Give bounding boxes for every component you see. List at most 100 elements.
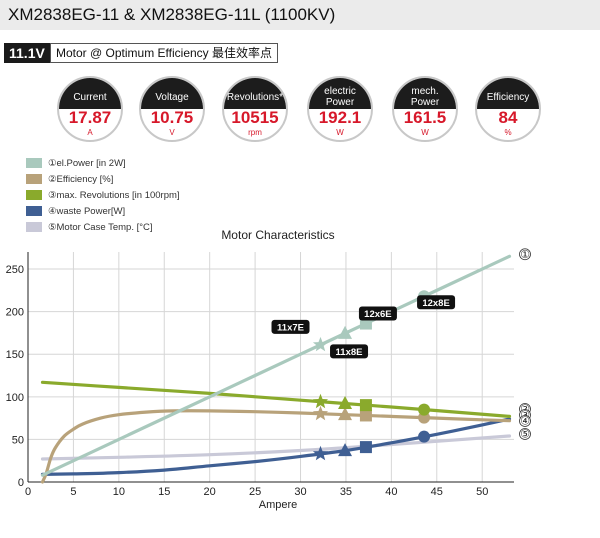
x-tick-label: 35 (340, 486, 352, 498)
legend-item: ②Efficiency [%] (26, 171, 180, 187)
propeller-label: 11x7E (277, 322, 304, 333)
gauge-unit: V (169, 128, 175, 137)
legend-swatch (26, 190, 42, 200)
voltage-badge: 11.1V (4, 43, 50, 63)
y-tick-label: 200 (6, 307, 24, 319)
legend-item: ③max. Revolutions [in 100rpm] (26, 187, 180, 203)
x-tick-label: 5 (70, 486, 76, 498)
x-axis-label: Ampere (259, 499, 298, 511)
series-end-label-ring (519, 428, 531, 440)
series-line-5 (40, 434, 512, 461)
legend: ①el.Power [in 2W] ②Efficiency [%] ③max. Re… (26, 155, 180, 235)
x-tick-label: 0 (25, 486, 31, 498)
y-tick-label: 50 (12, 434, 24, 446)
gauge-unit: rpm (248, 128, 262, 137)
propeller-label: 12x8E (422, 298, 449, 309)
legend-swatch (26, 158, 42, 168)
x-tick-label: 10 (113, 486, 125, 498)
y-tick-label: 150 (6, 349, 24, 361)
series-line-1 (40, 254, 512, 477)
x-tick-label: 20 (204, 486, 216, 498)
marker-star-series-1 (312, 336, 329, 352)
y-tick-label: 250 (6, 264, 24, 276)
gauge-value: 192.1 (318, 108, 362, 127)
marker-circle-series-3 (418, 403, 431, 416)
x-tick-label: 45 (431, 486, 443, 498)
gauge-voltage: Voltage 10.75 V (139, 76, 205, 142)
propeller-label-box (330, 344, 369, 359)
propeller-label: 12x6E (364, 309, 391, 320)
legend-item: ①el.Power [in 2W] (26, 155, 180, 171)
operating-mode-label: Motor @ Optimum Efficiency 最佳效率点 (50, 43, 279, 63)
marker-star-series-2 (312, 405, 329, 421)
propeller-label: 11x8E (336, 347, 363, 358)
gauge-label: Voltage (155, 92, 189, 103)
gauge-value: 10515 (231, 108, 279, 127)
x-tick-label: 15 (158, 486, 170, 498)
gauge-current: Current 17.87 A (57, 76, 123, 142)
y-tick-label: 0 (18, 477, 24, 489)
legend-label: ②Efficiency [%] (48, 173, 114, 185)
marker-triangle-series-2 (338, 407, 353, 421)
gauge-value: 161.5 (403, 108, 447, 127)
gauge-value: 84 (498, 108, 518, 127)
propeller-label-box (417, 295, 456, 310)
gauge-value: 17.87 (68, 108, 112, 127)
legend-label: ④waste Power[W] (48, 205, 126, 217)
motor-characteristics-chart: 0 5 10 15 20 25 30 35 40 45 50 0 50 100 150 200 250 Motor… (6, 228, 531, 511)
gauge-label: electric Power (324, 86, 356, 108)
legend-item: ⑤Motor Case Temp. [°C] (26, 219, 180, 235)
legend-swatch (26, 206, 42, 216)
title-bar: XM2838EG-11 & XM2838EG-11L (1100KV) (0, 0, 600, 30)
series-line-4 (40, 417, 512, 476)
marker-star-series-3 (312, 393, 329, 409)
marker-star-series-4 (312, 445, 329, 461)
gauge-header (141, 78, 203, 109)
x-tick-label: 40 (385, 486, 397, 498)
marker-triangle-series-1 (338, 325, 353, 339)
marker-triangle-series-4 (338, 443, 353, 457)
marker-square-series-2 (359, 409, 372, 422)
gauge-unit: A (87, 128, 93, 137)
series-line-2 (40, 409, 512, 484)
legend-item: ④waste Power[W] (26, 203, 180, 219)
gauge-mech-power: mech. Power 161.5 W (392, 76, 458, 142)
gauge-efficiency: Efficiency 84% (475, 76, 541, 142)
marker-triangle-series-3 (338, 396, 353, 410)
gauge-electric-power: electric Power 192.1 W (307, 76, 373, 142)
gauge-header (309, 78, 371, 109)
legend-swatch (26, 222, 42, 232)
gauge-label: Current (73, 92, 107, 103)
x-tick-label: 30 (294, 486, 306, 498)
legend-label: ①el.Power [in 2W] (48, 157, 126, 169)
gauge-unit: W (421, 128, 429, 137)
gauge-unit: % (504, 128, 512, 137)
series-line-3 (40, 380, 512, 418)
gauge-label: Efficiency (486, 92, 530, 103)
gauge-value: 10.75 (150, 108, 194, 127)
propeller-label-box (271, 319, 310, 334)
legend-label: ⑤Motor Case Temp. [°C] (48, 221, 153, 233)
gauge-revolutions: Revolutions* 10515 rpm (222, 76, 288, 142)
y-tick-label: 100 (6, 392, 24, 404)
series-end-label: ③ (520, 409, 530, 422)
series-end-label: ② (520, 403, 530, 416)
gauge-label: mech. Power (410, 86, 440, 108)
legend-label: ③max. Revolutions [in 100rpm] (48, 189, 180, 201)
marker-square-series-3 (359, 399, 372, 412)
gauge-unit: W (336, 128, 344, 137)
series-end-label-ring (519, 415, 531, 427)
gauge-header (59, 78, 121, 109)
marker-square-series-4 (359, 441, 372, 454)
series-end-label: ④ (520, 415, 530, 428)
propeller-label-box (358, 306, 397, 321)
legend-swatch (26, 174, 42, 184)
series-end-label: ① (520, 248, 530, 261)
chart-title: Motor Characteristics (221, 228, 334, 242)
marker-circle-series-4 (418, 430, 431, 443)
gauge-label: Revolutions* (226, 92, 284, 103)
series-end-label-ring (519, 248, 531, 261)
model-title: XM2838EG-11 & XM2838EG-11L (1100KV) (8, 5, 336, 24)
gauge-header (394, 78, 456, 109)
gauge-header (477, 78, 539, 109)
